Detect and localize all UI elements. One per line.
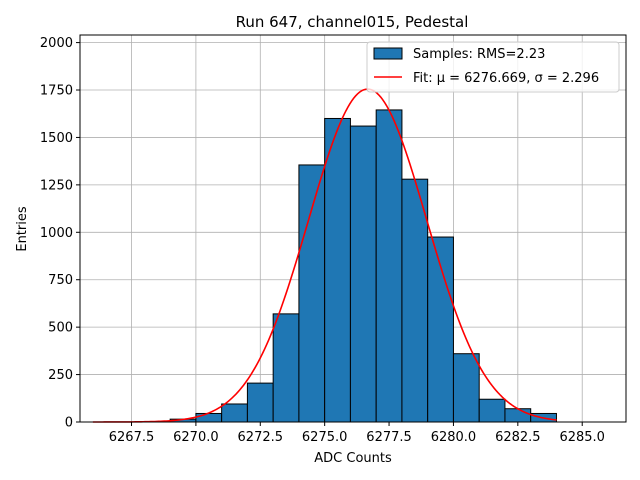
x-tick-label: 6275.0: [302, 430, 348, 445]
x-tick-label: 6277.5: [366, 430, 412, 445]
histogram-bar: [504, 408, 532, 423]
x-tick-label: 6272.5: [238, 430, 284, 445]
histogram-bar: [427, 236, 454, 423]
histogram-bar: [246, 382, 274, 423]
legend: Samples: RMS=2.23 Fit: μ = 6276.669, σ =…: [366, 41, 620, 93]
x-tick-label: 6267.5: [109, 430, 155, 445]
histogram-bar: [324, 117, 351, 423]
y-axis-label: Entries: [15, 206, 30, 252]
legend-label-samples: Samples: RMS=2.23: [413, 47, 545, 62]
plot-frame: [79, 34, 627, 423]
x-tick-label: 6282.5: [495, 430, 541, 445]
fit-curve-group: [92, 88, 557, 423]
histogram-bar: [298, 164, 326, 423]
y-tick-label: 1750: [40, 84, 73, 99]
x-tick-label: 6285.0: [559, 430, 605, 445]
y-tick-label: 0: [65, 416, 73, 431]
fit-curve: [92, 88, 557, 423]
histogram-bar: [375, 109, 403, 423]
y-tick-label: 1500: [40, 131, 73, 146]
histogram-bar: [349, 125, 377, 423]
histogram-bar: [401, 178, 429, 423]
y-tick-label: 750: [48, 273, 73, 288]
y-tick-label: 500: [48, 321, 73, 336]
legend-label-fit: Fit: μ = 6276.669, σ = 2.296: [413, 71, 599, 86]
x-tick-label: 6280.0: [431, 430, 477, 445]
y-tick-label: 250: [48, 368, 73, 383]
y-tick-label: 2000: [40, 36, 73, 51]
histogram-bar: [478, 398, 506, 423]
histogram-bar: [221, 403, 248, 423]
histogram-bar: [452, 353, 480, 423]
legend-box: [366, 41, 620, 93]
legend-patch-samples: [373, 47, 403, 60]
x-tick-label: 6270.0: [173, 430, 219, 445]
chart-title: Run 647, channel015, Pedestal: [236, 13, 469, 31]
y-tick-label: 1000: [40, 226, 73, 241]
y-tick-label: 1250: [40, 178, 73, 193]
histogram-bar: [272, 313, 300, 423]
x-axis-label: ADC Counts: [314, 451, 392, 466]
histogram-bar: [195, 412, 223, 423]
x-axis-ticks: 6267.5 6270.0 6272.5 6275.0 6277.5 6280.0 6282…: [109, 422, 605, 445]
y-axis-ticks: 0 250 500 750 1000 1250 1500 1750 2000: [40, 36, 80, 431]
